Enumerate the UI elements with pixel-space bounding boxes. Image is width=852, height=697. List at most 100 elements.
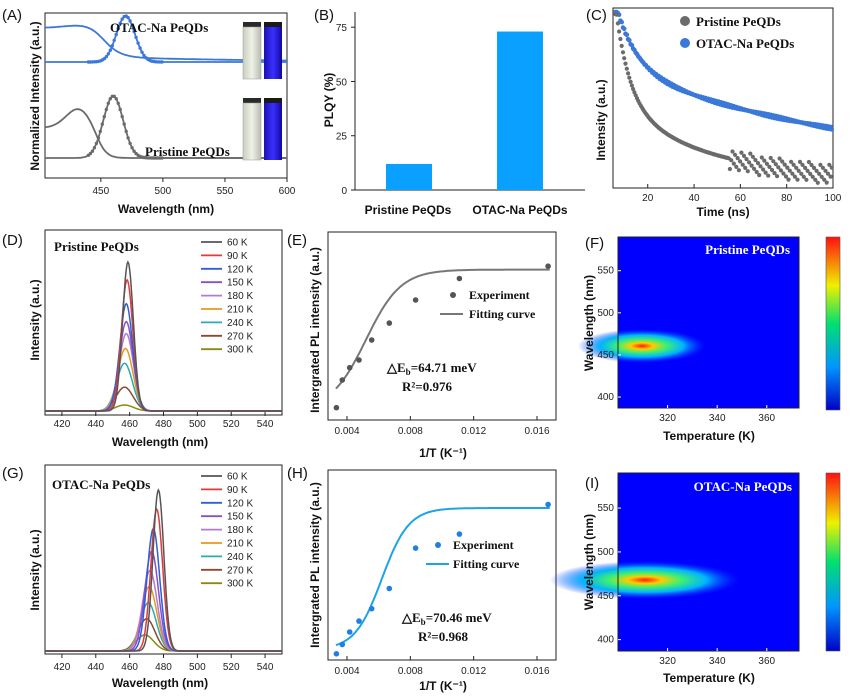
panel-c-point-pristine (745, 169, 750, 174)
panel-f-x-tick-label: 340 (709, 413, 726, 424)
panel-a-pristine-emission-point (122, 122, 126, 126)
panel-h-point (346, 629, 353, 635)
panel-g-x-tick-label: 500 (189, 662, 206, 673)
panel-a-pristine-emission-point (124, 129, 128, 134)
panel-c-point-pristine (813, 177, 818, 182)
panel-c-point-pristine (732, 152, 738, 157)
panel-a-frame (44, 12, 288, 179)
panel-c-point-pristine (783, 174, 789, 179)
panel-b-bar-0 (386, 163, 432, 190)
panel-b-y-ticks: 0 25 50 75 (336, 23, 355, 197)
panel-label-d: (D) (2, 232, 23, 249)
panel-g-legend-label-7: 270 K (227, 565, 253, 576)
panel-c-point-pristine (824, 180, 829, 185)
panel-label-i: (I) (585, 475, 599, 492)
panel-c-point-otac (621, 26, 627, 32)
panel-i-y-tick-label: 450 (597, 591, 614, 602)
panel-label-b: (B) (314, 7, 334, 24)
panel-c-point-pristine (741, 153, 747, 158)
panel-e-point (386, 320, 393, 326)
panel-d-x-tick-label: 440 (87, 419, 104, 430)
panel-f: (F) 320 340 360 400 450 500 550 Pristine PeQDs… (578, 235, 841, 443)
panel-a-pristine-emission-point (126, 136, 130, 140)
panel-f-ticks: 320 340 360 400 450 500 550 (597, 266, 775, 424)
panel-c-x-tick-label: 60 (735, 193, 747, 204)
panel-c-point-pristine (766, 173, 771, 178)
panel-d-title: Pristine PeQDs (54, 239, 139, 254)
panel-e-point (412, 297, 419, 303)
panel-a-otac-emission-point (106, 52, 111, 56)
panel-h-x-ticks: 0.004 0.008 0.012 0.016 (334, 656, 550, 677)
panel-c-point-pristine (827, 162, 832, 167)
panel-e-point (456, 275, 463, 282)
panel-c-point-pristine (806, 159, 812, 165)
panel-f-heatmap-bg (618, 237, 799, 408)
panel-d-curve-210k (45, 347, 282, 412)
panel-i-y-tick-label: 500 (597, 547, 614, 558)
panel-h: (H) 0.004 0.008 0.012 0.016 Experiment Fitt… (287, 465, 557, 693)
panel-label-h: (H) (287, 465, 308, 482)
panel-a-otac-emission-point (130, 24, 134, 28)
panel-c-point-pristine (773, 162, 778, 167)
panel-c-point-pristine (731, 161, 736, 166)
panel-g-title: OTAC-Na PeQDs (52, 477, 150, 492)
panel-c-point-pristine (614, 12, 619, 17)
panel-a-pristine-emission-point (130, 146, 134, 150)
panel-g-x-tick-label: 440 (87, 662, 104, 673)
panel-c-point-pristine (795, 177, 800, 182)
panel-c-point-pristine (787, 168, 792, 173)
panel-c-point-pristine (747, 160, 752, 165)
panel-f-heatmap-hotspot (578, 329, 706, 363)
panel-c-point-pristine (736, 168, 742, 173)
panel-c-point-pristine (769, 167, 775, 173)
panel-a-pristine-emission-point (108, 97, 113, 101)
panel-d-curve-60k (45, 260, 282, 412)
panel-a-pristine-emission-point (104, 107, 109, 112)
panel-h-point (333, 651, 340, 657)
panel-c-point-pristine (829, 165, 834, 170)
panel-e-legend-experiment: Experiment (469, 288, 530, 302)
panel-c: (C) 20 40 60 80 100 Time (ns) Intensity (a.u… (586, 7, 842, 219)
panel-d-legend-label-7: 270 K (227, 331, 253, 342)
panel-c-xlabel: Time (ns) (696, 205, 749, 219)
panel-a-pristine-emission-point (116, 101, 120, 106)
panel-c-point-pristine (764, 161, 770, 166)
panel-c-point-pristine (762, 158, 767, 163)
panel-c-point-pristine (740, 162, 745, 167)
panel-h-point (412, 545, 419, 551)
panel-c-point-pristine (811, 165, 817, 170)
panel-a-pristine-emission-point (90, 149, 95, 153)
panel-h-point (456, 531, 463, 537)
panel-a-pristine-emission-point (132, 149, 136, 153)
panel-e-point (545, 263, 551, 270)
panel-c-point-pristine (791, 162, 796, 167)
panel-c-point-pristine (775, 174, 780, 179)
panel-c-point-pristine (623, 61, 628, 66)
panel-c-point-pristine (727, 166, 733, 172)
panel-c-point-pristine (754, 169, 759, 175)
panel-a-otac-emission-point (140, 50, 144, 54)
panel-a-otac-emission-point (120, 17, 124, 21)
panel-h-frame (327, 469, 557, 661)
panel-e-x-ticks: 0.004 0.008 0.012 0.016 (334, 416, 550, 437)
panel-a-otac-emission-point (160, 60, 164, 64)
panel-i-ylabel: Wavelength (nm) (582, 514, 596, 610)
panel-c-x-ticks: 20 40 60 80 100 (642, 184, 842, 204)
panel-c-point-pristine (618, 36, 623, 42)
panel-c-point-pristine (619, 43, 624, 49)
panel-d-legend-label-4: 180 K (227, 291, 253, 302)
panel-d-curve-240k (45, 362, 282, 412)
panel-g-x-tick-label: 540 (257, 662, 274, 673)
panel-c-point-pristine (624, 66, 629, 71)
panel-c-point-pristine (738, 159, 743, 164)
panel-i-xlabel: Temperature (K) (663, 671, 755, 685)
panel-h-xlabel: 1/T (K⁻¹) (419, 679, 467, 693)
panel-a-otac-emission-point (136, 41, 140, 45)
panel-d-curve-300k (45, 404, 282, 412)
panel-c-x-tick-label: 20 (642, 193, 654, 204)
panel-a-pristine-emission-point (118, 107, 122, 112)
panel-e-annotation-eb: △Eb=64.71 meV (386, 360, 477, 377)
panel-i-colorbar (825, 472, 841, 652)
panel-label-c: (C) (586, 7, 607, 24)
